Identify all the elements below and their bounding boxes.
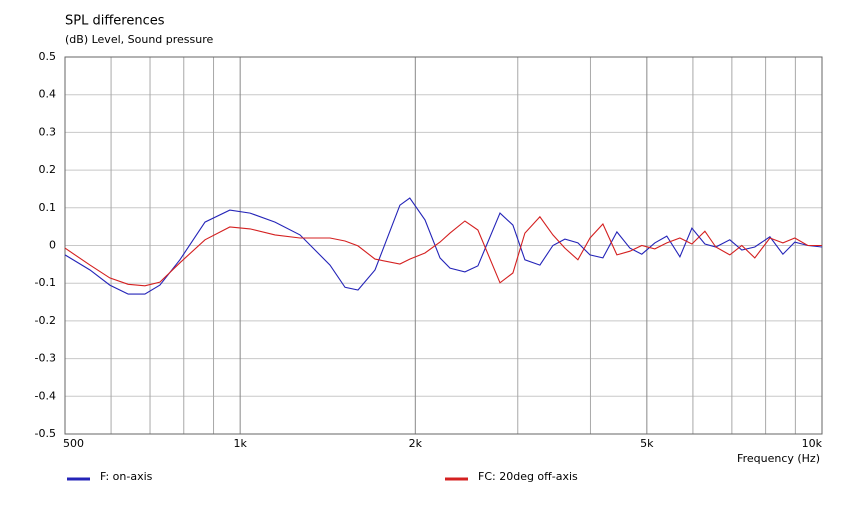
y-tick-label: -0.5 xyxy=(35,427,56,440)
legend-label: F: on-axis xyxy=(100,470,153,483)
y-tick-label: -0.2 xyxy=(35,314,56,327)
line-series xyxy=(64,215,822,287)
x-tick-label: 500 xyxy=(63,437,84,450)
y-tick-label: 0 xyxy=(49,239,56,252)
y-tick-label: 0.1 xyxy=(39,201,57,214)
x-tick-label: 2k xyxy=(409,437,423,450)
y-tick-label: 0.2 xyxy=(39,163,57,176)
y-tick-label: -0.4 xyxy=(35,389,56,402)
x-tick-label: 1k xyxy=(233,437,247,450)
y-tick-label: -0.1 xyxy=(35,276,56,289)
line-series xyxy=(64,197,823,295)
y-tick-label: -0.3 xyxy=(35,352,56,365)
y-axis-label: (dB) Level, Sound pressure xyxy=(65,33,214,46)
chart-title: SPL differences xyxy=(65,14,165,29)
y-tick-label: 0.5 xyxy=(39,50,57,63)
y-tick-label: 0.4 xyxy=(39,88,57,101)
x-axis-label: Frequency (Hz) xyxy=(737,452,820,465)
x-tick-label: 10k xyxy=(802,437,823,450)
x-tick-label: 5k xyxy=(640,437,654,450)
legend-label: FC: 20deg off-axis xyxy=(478,470,578,483)
y-tick-label: 0.3 xyxy=(39,125,57,138)
